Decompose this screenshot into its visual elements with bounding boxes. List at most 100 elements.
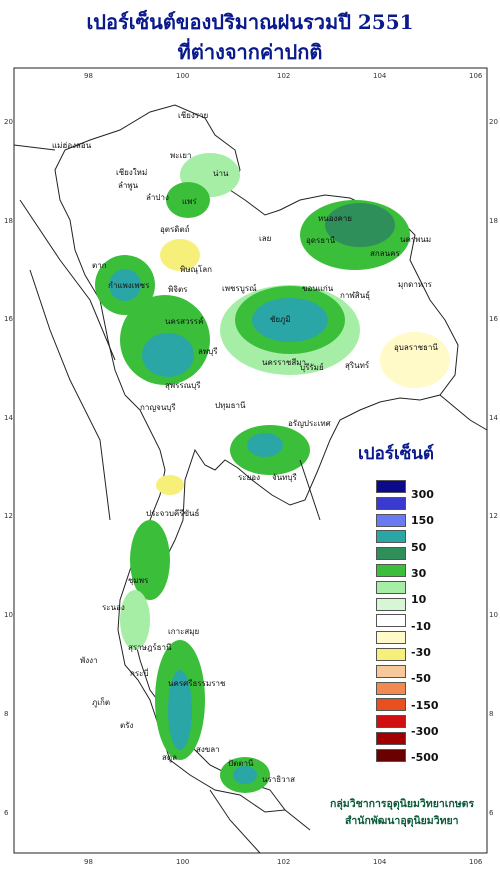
- province-label: นครสวรรค์: [165, 316, 203, 326]
- legend-title: เปอร์เซ็นต์: [358, 444, 434, 464]
- y-tick-8: 8: [4, 710, 8, 718]
- province-label: สงขลา: [196, 745, 220, 754]
- legend-swatch: [376, 564, 406, 577]
- province-label: พังงา: [80, 656, 98, 665]
- title-line-1: เปอร์เซ็นต์ของปริมาณฝนรวมปี 2551: [86, 10, 414, 34]
- credit-line-1: กลุ่มวิชาการอุตุนิยมวิทยาเกษตร: [330, 798, 475, 810]
- province-label: เชียงใหม่: [116, 168, 147, 177]
- y-tick-18-right: 18: [489, 217, 498, 225]
- y-tick-14: 14: [4, 414, 13, 422]
- y-tick-16-right: 16: [489, 315, 498, 323]
- legend-label: -300: [411, 725, 439, 738]
- province-label: ปทุมธานี: [215, 401, 246, 410]
- province-label: มุกดาหาร: [398, 280, 433, 289]
- province-label: สุราษฎร์ธานี: [128, 642, 172, 652]
- legend-swatch: [376, 597, 406, 611]
- y-tick-6-right: 6: [489, 809, 494, 817]
- credit-line-2: สำนักพัฒนาอุตุนิยมวิทยา: [345, 815, 459, 827]
- x-tick-100-bottom: 100: [176, 858, 189, 866]
- legend-swatch: [376, 732, 406, 745]
- province-label: เกาะสมุย: [168, 627, 199, 636]
- province-label: พิจิตร: [168, 285, 188, 294]
- legend-label: -150: [411, 699, 439, 712]
- y-tick-12: 12: [4, 512, 13, 520]
- province-label: เพชรบูรณ์: [222, 283, 257, 294]
- legend-swatch: [376, 547, 406, 561]
- province-label: อุตรดิตถ์: [160, 224, 190, 234]
- legend-label: 30: [411, 567, 427, 580]
- legend-swatch: [376, 513, 406, 527]
- x-axis-top: 98 100 102 104 106: [84, 72, 483, 80]
- province-label: ตาก: [92, 261, 107, 270]
- rain-patches: [95, 153, 450, 793]
- province-label: ขอนแก่น: [302, 284, 334, 293]
- province-label: สกลนคร: [370, 249, 400, 258]
- province-label: เลย: [259, 234, 271, 243]
- province-label: ชัยภูมิ: [270, 315, 291, 325]
- province-label: เชียงราย: [178, 111, 208, 120]
- province-label: พะเยา: [170, 151, 191, 160]
- y-tick-10-right: 10: [489, 611, 498, 619]
- province-label: กำแพงเพชร: [108, 281, 150, 290]
- x-tick-102: 102: [277, 72, 290, 80]
- province-label: ประจวบคีรีขันธ์: [146, 508, 200, 518]
- legend-swatch: [376, 748, 406, 762]
- x-tick-98: 98: [84, 72, 93, 80]
- province-label: จันทบุรี: [272, 473, 298, 482]
- province-label: กาญจนบุรี: [140, 403, 176, 412]
- legend-swatch: [376, 681, 406, 695]
- province-label: สุรินทร์: [345, 360, 370, 370]
- province-label: บุรีรัมย์: [300, 362, 324, 372]
- x-tick-106-bottom: 106: [469, 858, 483, 866]
- x-tick-104: 104: [373, 72, 387, 80]
- legend-swatch: [376, 698, 406, 712]
- legend-swatch: [376, 530, 406, 544]
- province-label: ระนอง: [102, 603, 125, 612]
- legend-label: 150: [411, 514, 434, 527]
- legend-label: -50: [411, 672, 431, 685]
- x-tick-98-bottom: 98: [84, 858, 93, 866]
- y-tick-12-right: 12: [489, 512, 498, 520]
- province-label: กระบี่: [130, 667, 149, 678]
- province-label: แม่ฮ่องสอน: [52, 141, 92, 150]
- x-tick-104-bottom: 104: [373, 858, 387, 866]
- province-label: อรัญประเทศ: [288, 419, 331, 428]
- province-label: นครศรีธรรมราช: [168, 679, 226, 688]
- province-label: กาฬสินธุ์: [340, 290, 370, 300]
- title-line-2: ที่ต่างจากค่าปกติ: [177, 40, 323, 64]
- province-label: ลำพูน: [118, 181, 139, 191]
- y-tick-6: 6: [4, 809, 9, 817]
- province-label: อุบลราชธานี: [394, 343, 438, 352]
- x-tick-102-bottom: 102: [277, 858, 290, 866]
- legend-swatch: [376, 648, 406, 661]
- x-tick-106: 106: [469, 72, 483, 80]
- y-tick-16: 16: [4, 315, 13, 323]
- province-label: ชุมพร: [128, 576, 149, 585]
- x-tick-100: 100: [176, 72, 189, 80]
- province-label: ภูเก็ต: [92, 697, 110, 708]
- province-label: นครราชสีมา: [262, 358, 306, 367]
- legend-label: 10: [411, 593, 427, 606]
- x-axis-bottom: 98 100 102 104 106: [84, 858, 483, 866]
- legend-label: 50: [411, 541, 427, 554]
- province-label: อุดรธานี: [306, 236, 336, 245]
- province-label: ลพบุรี: [198, 347, 218, 356]
- y-tick-18: 18: [4, 217, 13, 225]
- neighbour-borders: [13, 144, 488, 854]
- province-label: น่าน: [213, 169, 229, 178]
- y-tick-10: 10: [4, 611, 13, 619]
- legend-swatch: [376, 715, 406, 729]
- legend-label: -500: [411, 751, 439, 764]
- y-axis-left: 20 18 16 14 12 10 8 6: [4, 118, 13, 817]
- province-label: นราธิวาส: [262, 775, 295, 784]
- y-tick-20-right: 20: [489, 118, 498, 126]
- legend-swatch: [376, 614, 406, 628]
- y-tick-8-right: 8: [489, 710, 493, 718]
- province-label: สตูล: [162, 753, 177, 763]
- province-label: ลำปาง: [146, 193, 169, 202]
- legend-label: -30: [411, 646, 431, 659]
- province-label: ตรัง: [120, 721, 133, 730]
- province-label: สุพรรณบุรี: [165, 381, 201, 390]
- province-label: หนองคาย: [318, 214, 352, 223]
